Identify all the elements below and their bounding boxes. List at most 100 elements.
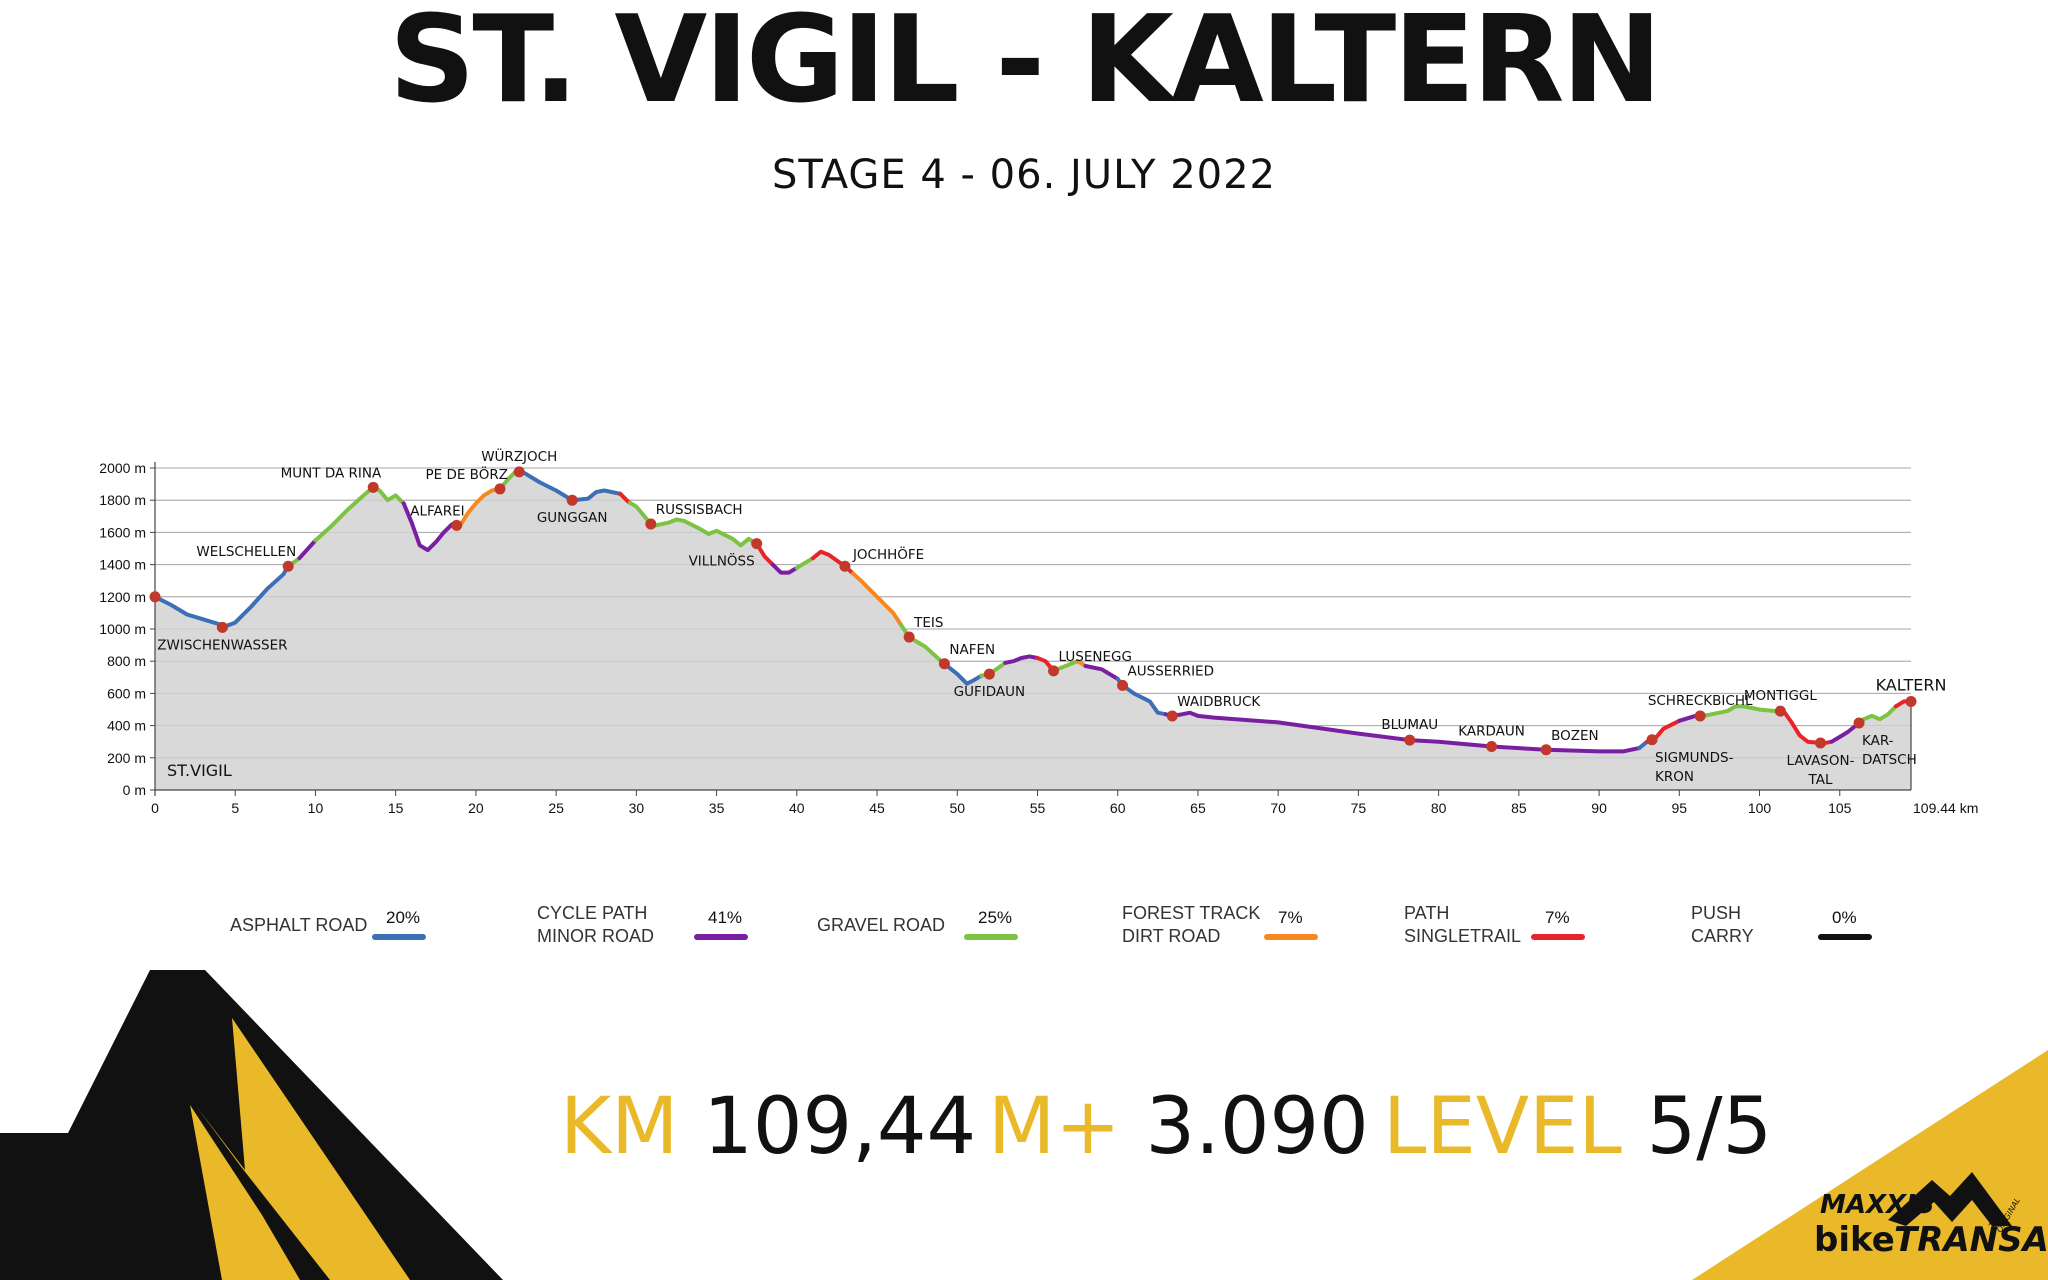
logo-transalp: TRANSALP: [1894, 1220, 2048, 1260]
x-tick-label: 5: [231, 800, 239, 816]
waypoint-label: NAFEN: [949, 642, 995, 658]
legend-percent: 41%: [708, 908, 743, 927]
waypoint-label-line: MONTIGGL: [1744, 688, 1818, 704]
x-end-label: 109.44 km: [1913, 800, 1978, 816]
waypoint-marker: [1166, 710, 1178, 722]
surface-segment-cycle: [1003, 654, 1040, 665]
waypoint-label: PE DE BÖRZ: [426, 465, 508, 483]
waypoint-marker: [1117, 679, 1129, 691]
waypoint-label-line: SIGMUNDS-: [1655, 750, 1734, 766]
waypoint-label-line: NAFEN: [949, 642, 995, 658]
waypoint-label: MONTIGGL: [1744, 688, 1818, 704]
waypoint-marker: [1694, 710, 1706, 722]
surface-segment-gravel: [1861, 704, 1898, 722]
waypoint-label-line: KRON: [1655, 769, 1694, 785]
waypoint-marker: [1048, 665, 1060, 677]
mountain-shape-yellow: [196, 1018, 410, 1280]
stat-value: 5/5: [1646, 1082, 1773, 1172]
x-tick-label: 50: [949, 800, 965, 816]
legend-swatch: [1264, 934, 1318, 940]
waypoint-marker: [1646, 734, 1658, 746]
waypoint-label-line: VILLNÖSS: [689, 552, 755, 570]
waypoint-marker: [494, 483, 506, 495]
waypoint-label-line: TEIS: [913, 615, 943, 631]
waypoint-label-line: LAVASON-: [1787, 753, 1855, 769]
waypoint-label-line: ALFAREI: [410, 503, 464, 519]
y-tick-label: 200 m: [107, 750, 146, 766]
waypoint-label: RUSSISBACH: [656, 502, 743, 518]
surface-segment-cycle: [1083, 664, 1120, 681]
waypoint-label-line: JOCHHÖFE: [852, 545, 924, 563]
legend-percent: 25%: [978, 908, 1013, 927]
stat-level: LEVEL 5/5: [1383, 1082, 1772, 1172]
y-tick-label: 2000 m: [99, 460, 146, 476]
waypoint-label-line: WELSCHELLEN: [196, 544, 296, 560]
x-tick-label: 30: [629, 800, 645, 816]
legend-percent: 7%: [1545, 908, 1570, 927]
waypoint-label: LUSENEGG: [1059, 649, 1132, 665]
x-tick-label: 90: [1591, 800, 1607, 816]
surface-segment-asphalt: [939, 659, 984, 686]
waypoint-label-line: WÜRZJOCH: [481, 447, 557, 465]
waypoint-label: KALTERN: [1876, 675, 1947, 694]
waypoint-marker: [149, 591, 161, 603]
legend-label: FOREST TRACK DIRT ROAD: [1122, 903, 1261, 946]
surface-segment-gravel: [899, 623, 944, 664]
x-tick-label: 40: [789, 800, 805, 816]
waypoint-label: BOZEN: [1551, 728, 1599, 744]
waypoint-label-line: WAIDBRUCK: [1177, 694, 1261, 710]
x-tick-label: 10: [308, 800, 324, 816]
waypoint-label: KARDAUN: [1458, 724, 1525, 740]
logo-bike: bike: [1814, 1220, 1895, 1260]
waypoint-marker: [1853, 717, 1865, 729]
waypoint-marker: [751, 538, 763, 550]
legend-label: GRAVEL ROAD: [817, 915, 946, 935]
waypoint-marker: [1540, 744, 1552, 756]
waypoint-label-line: SCHRECKBICHL: [1648, 693, 1753, 709]
stage-subtitle: STAGE 4 - 06. JULY 2022: [772, 152, 1276, 198]
waypoint-label-line: BOZEN: [1551, 728, 1599, 744]
waypoint-label-line: GUNGGAN: [537, 510, 608, 526]
surface-segment-gravel: [627, 500, 759, 548]
waypoint-label: WÜRZJOCH: [481, 447, 557, 465]
y-tick-label: 1200 m: [99, 589, 146, 605]
mountain-shape-yellow-lower: [190, 1105, 300, 1280]
waypoint-label: ALFAREI: [410, 503, 464, 519]
stat-key: LEVEL: [1383, 1082, 1647, 1172]
waypoint-label: AUSSERRIED: [1128, 663, 1214, 679]
legend-label: ASPHALT ROAD: [230, 915, 368, 935]
waypoint-marker: [938, 658, 950, 670]
waypoint-label: MUNT DA RINA: [281, 465, 382, 481]
legend-swatch: [964, 934, 1018, 940]
waypoint-marker: [1815, 737, 1827, 749]
waypoint-label: WELSCHELLEN: [196, 544, 296, 560]
waypoint-label: ZWISCHENWASSER: [157, 637, 287, 653]
logo-mountain-icon: [1888, 1172, 2012, 1226]
waypoint-label-line: PE DE BÖRZ: [426, 465, 508, 483]
waypoint-label: JOCHHÖFE: [852, 545, 924, 563]
x-tick-label: 60: [1110, 800, 1126, 816]
legend-swatch: [372, 934, 426, 940]
x-tick-label: 45: [869, 800, 885, 816]
surface-segment-cycle: [770, 562, 799, 575]
legend-swatch: [1531, 934, 1585, 940]
waypoint-marker: [451, 519, 463, 531]
surface-segment-forest: [851, 571, 904, 627]
y-tick-label: 800 m: [107, 653, 146, 669]
waypoint-label-line: MUNT DA RINA: [281, 465, 382, 481]
waypoint-marker: [839, 560, 851, 572]
stat-value: 109,44: [703, 1082, 977, 1172]
surface-segment-gravel: [794, 556, 815, 570]
waypoint-label-line: KARDAUN: [1458, 724, 1525, 740]
waypoint-marker: [1404, 734, 1416, 746]
waypoint-marker: [1774, 705, 1786, 717]
waypoint-marker: [983, 668, 995, 680]
legend-swatch: [1818, 934, 1872, 940]
maxxis-bike-transalp-logo: MAXXIS bike TRANSALP THE ORIGINAL: [1814, 1154, 2048, 1274]
stat-km: KM 109,44: [560, 1082, 976, 1172]
stat-m: M+ 3.090: [988, 1082, 1369, 1172]
waypoint-label: TEIS: [913, 615, 943, 631]
waypoint-label-line: RUSSISBACH: [656, 502, 743, 518]
surface-segment-gravel: [1051, 659, 1080, 673]
